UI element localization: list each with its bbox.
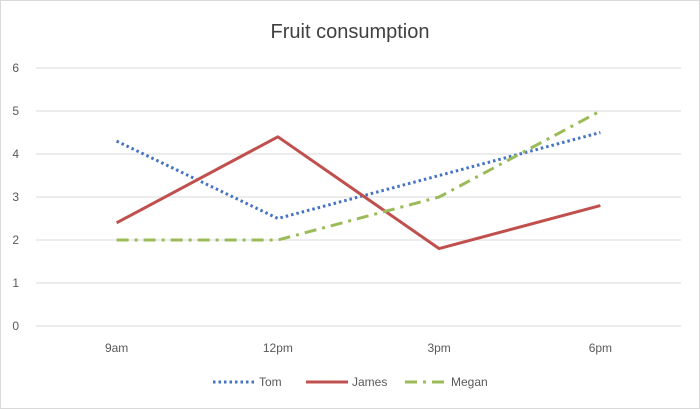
series-line-megan [116,109,602,242]
y-tick-label: 1 [12,276,19,290]
y-axis-ticks: 0 1 2 3 4 5 6 [12,61,19,333]
gridlines [36,67,681,327]
y-tick-label: 6 [12,61,19,75]
legend: Tom James Megan [213,375,488,389]
y-tick-label: 3 [12,190,19,204]
y-tick-label: 0 [12,319,19,333]
y-tick-label: 4 [12,147,19,161]
series-line-tom [115,131,601,220]
x-tick-label: 9am [105,341,128,355]
y-tick-label: 2 [12,233,19,247]
x-tick-label: 12pm [263,341,293,355]
legend-label-james: James [352,375,387,389]
x-tick-label: 6pm [589,341,612,355]
x-axis-ticks: 9am 12pm 3pm 6pm [105,341,612,355]
legend-label-megan: Megan [451,375,488,389]
legend-label-tom: Tom [259,375,282,389]
y-tick-label: 5 [12,104,19,118]
chart-title: Fruit consumption [271,21,430,43]
series-line-james [115,135,601,251]
x-tick-label: 3pm [427,341,450,355]
series-lines [115,109,602,251]
